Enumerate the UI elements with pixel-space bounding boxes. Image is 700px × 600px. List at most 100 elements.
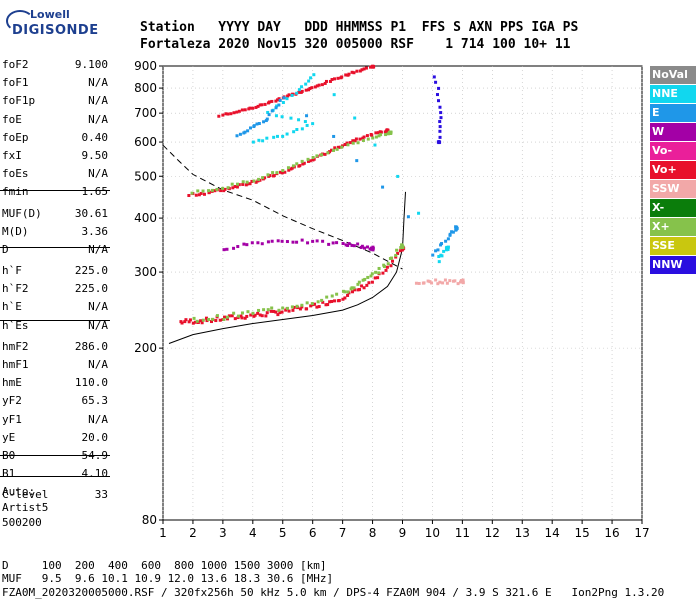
- echo-Vo+: [202, 192, 206, 196]
- logo-lowell: Lowell: [30, 8, 70, 21]
- echo-SSW: [460, 279, 464, 283]
- echo-X+: [236, 314, 240, 318]
- echo-X+: [350, 286, 354, 290]
- echo-Vo+: [355, 69, 359, 73]
- echo-NNW: [435, 93, 439, 97]
- echo-Vo+: [226, 112, 230, 116]
- param-value: 110.0: [74, 376, 108, 390]
- param-row: foF1p N/A: [2, 94, 108, 112]
- echo-X+: [335, 292, 339, 296]
- echo-X+: [366, 275, 370, 279]
- echo-SSW: [414, 281, 418, 285]
- x-tick-label: 9: [399, 526, 407, 540]
- echo-X+: [207, 189, 211, 193]
- echo-Vo+: [320, 83, 324, 87]
- header-labels: Station YYYY DAY DDD HHMMSS P1 FFS S AXN…: [140, 20, 579, 35]
- echo-NNW: [439, 111, 443, 115]
- echo-Vo+: [384, 268, 388, 272]
- y-tick-label: 600: [134, 135, 157, 149]
- param-key: hmE: [2, 376, 22, 390]
- echo-Vo+: [396, 251, 400, 255]
- echo-NNE: [281, 134, 285, 138]
- echo-NNE: [285, 132, 289, 136]
- echo-Vo+: [360, 68, 364, 72]
- echo-X+: [236, 182, 240, 186]
- echo-NNW: [439, 116, 443, 120]
- echo-Vo+: [374, 131, 378, 135]
- param-value: 20.0: [81, 430, 109, 444]
- echo-Vo+: [332, 299, 336, 303]
- echo-Vo+: [391, 259, 395, 263]
- echo-X+: [271, 171, 275, 175]
- echo-Vo+: [260, 314, 264, 318]
- echo-NNW: [437, 99, 441, 103]
- echo-X+: [266, 173, 270, 177]
- echo-Vo+: [276, 313, 280, 317]
- echo-X+: [363, 277, 367, 281]
- echo-Vo+: [272, 309, 276, 313]
- echo-Vo+: [243, 108, 247, 112]
- echo-Vo+: [214, 319, 218, 323]
- x-tick-label: 6: [309, 526, 317, 540]
- echo-X+: [240, 311, 244, 315]
- echo-NNE: [289, 116, 293, 120]
- echo-Vo+: [326, 303, 330, 307]
- echo-E: [448, 232, 452, 236]
- echo-X+: [232, 311, 236, 315]
- footer-distance: D 100 200 400 600 800 1000 1500 3000 [km…: [2, 559, 327, 572]
- echo-Vo+: [231, 186, 235, 190]
- echo-X+: [357, 280, 361, 284]
- echo-X+: [201, 318, 205, 322]
- echo-SSW: [417, 281, 421, 285]
- echo-NNW: [438, 105, 442, 109]
- echo-Vo+: [270, 99, 274, 103]
- echo-E: [434, 249, 438, 253]
- echo-Vo+: [207, 191, 211, 195]
- echo-X+: [366, 137, 370, 141]
- echo-Vo+: [245, 314, 249, 318]
- param-key: C-level: [2, 488, 49, 502]
- echo-NNE: [444, 246, 448, 250]
- echo-E: [305, 114, 309, 118]
- echo-X+: [262, 308, 266, 312]
- echo-X+: [351, 141, 355, 145]
- legend-item: NNE: [650, 85, 696, 103]
- echo-SSW: [443, 278, 447, 282]
- echo-W: [236, 245, 240, 249]
- echo-Vo+: [358, 137, 362, 141]
- echo-NNE: [300, 127, 304, 131]
- echo-W: [232, 246, 236, 250]
- auto-software: Artist5: [2, 500, 49, 514]
- y-tick-label: 300: [134, 265, 157, 279]
- echo-Vo+: [376, 276, 380, 280]
- legend-item: NNW: [650, 256, 696, 274]
- echo-X+: [370, 272, 374, 276]
- echo-X+: [389, 130, 393, 134]
- echo-Vo+: [199, 319, 203, 323]
- param-key: foF1: [2, 76, 29, 90]
- echo-X+: [377, 266, 381, 270]
- echo-NNE: [275, 134, 279, 138]
- echo-E: [332, 134, 336, 138]
- param-key: yE: [2, 430, 16, 444]
- echo-Vo+: [323, 81, 327, 85]
- param-row: hmF2 286.0: [2, 340, 108, 358]
- echo-Vo+: [218, 318, 222, 322]
- echo-Vo+: [337, 298, 341, 302]
- echo-Vo+: [313, 85, 317, 89]
- echo-NNW: [438, 129, 442, 133]
- echo-Vo+: [362, 135, 366, 139]
- echo-NNE: [437, 260, 441, 264]
- param-row: fmin 1.65: [2, 185, 108, 203]
- param-row: M(D) 3.36: [2, 225, 108, 243]
- echo-Vo+: [256, 311, 260, 315]
- echo-Vo+: [268, 174, 272, 178]
- echo-Vo+: [246, 182, 250, 186]
- echo-Vo+: [330, 299, 334, 303]
- echo-W: [346, 243, 350, 247]
- echo-X+: [320, 298, 324, 302]
- echo-X+: [261, 176, 265, 180]
- echo-Vo+: [343, 143, 347, 147]
- echo-Vo+: [305, 307, 309, 311]
- digisonde-logo: Lowell DIGISONDE: [6, 8, 98, 44]
